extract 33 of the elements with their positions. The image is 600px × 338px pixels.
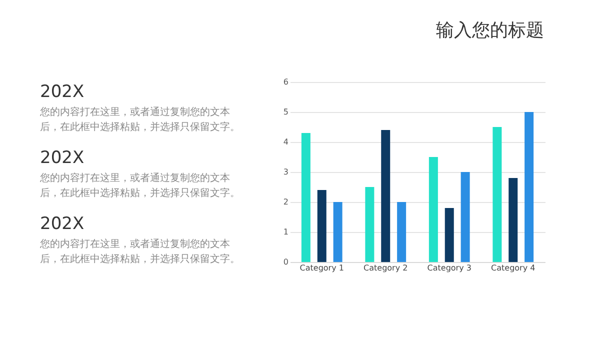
text: 202X xyxy=(40,82,84,102)
text: 后，在此框中选择粘贴，并选择只保留文字。 xyxy=(40,121,240,133)
bar xyxy=(524,112,534,262)
y-tick-label: 6 xyxy=(283,78,288,86)
bar xyxy=(381,130,390,262)
chart-title: 输入您的标题 xyxy=(436,20,544,41)
text: 您的内容打在这里，或者通过复制您的文本 xyxy=(39,172,230,184)
x-tick-label: Category 2 xyxy=(364,264,408,272)
text: 您的内容打在这里，或者通过复制您的文本 xyxy=(39,238,230,250)
bar xyxy=(333,202,342,262)
bar xyxy=(444,208,454,262)
text: 您的内容打在这里，或者通过复制您的文本 xyxy=(39,106,230,118)
bar xyxy=(365,187,374,262)
y-tick-label: 1 xyxy=(283,228,288,236)
bar xyxy=(317,190,326,262)
x-tick-label: Category 4 xyxy=(491,264,536,272)
bar xyxy=(301,133,310,262)
x-tick-label: Category 3 xyxy=(427,264,472,272)
bar xyxy=(508,178,518,262)
text: 202X xyxy=(40,214,84,234)
y-tick-label: 3 xyxy=(283,168,288,176)
text: 202X xyxy=(40,148,84,168)
bar xyxy=(460,172,470,262)
y-tick-label: 5 xyxy=(283,108,288,116)
x-tick-label: Category 1 xyxy=(300,264,344,272)
y-tick-label: 4 xyxy=(283,138,288,146)
text: 后，在此框中选择粘贴，并选择只保留文字。 xyxy=(40,187,240,199)
y-tick-label: 0 xyxy=(283,258,288,266)
bar xyxy=(428,157,438,262)
y-tick-label: 2 xyxy=(283,198,288,206)
bar xyxy=(492,127,502,262)
bar xyxy=(397,202,406,262)
text: 后，在此框中选择粘贴，并选择只保留文字。 xyxy=(40,253,240,265)
